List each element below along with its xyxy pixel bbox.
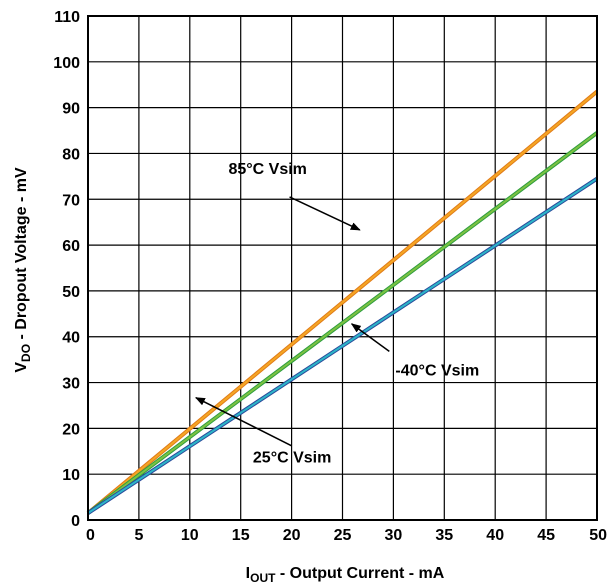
series-lines (86, 90, 599, 515)
series-line (87, 132, 598, 514)
x-axis-label-main: I (246, 565, 250, 582)
annotation-label: -40°C Vsim (395, 363, 479, 380)
y-tick-labels: 0 10 20 30 40 50 60 70 80 90 100 110 (53, 9, 80, 530)
x-tick-label: 15 (232, 527, 250, 544)
y-tick-label: 30 (62, 376, 80, 393)
y-tick-label: 50 (62, 284, 80, 301)
series-line (87, 177, 598, 514)
x-tick-label: 0 (86, 527, 95, 544)
y-tick-label: 110 (54, 9, 80, 26)
y-axis-label-main: V (13, 362, 30, 373)
y-tick-label: 60 (62, 238, 80, 255)
grid-lines (87, 15, 598, 521)
x-axis-label: IOUT - Output Current - mA (246, 565, 445, 583)
x-tick-label: 50 (589, 527, 607, 544)
y-tick-label: 40 (62, 330, 80, 347)
x-tick-label: 45 (537, 527, 555, 544)
annotation-arrow (350, 323, 390, 352)
x-tick-label: 25 (334, 527, 352, 544)
annotation-arrow (289, 196, 361, 231)
series-line (87, 90, 598, 514)
annotation-arrow (195, 396, 292, 447)
y-axis-label: VDO - Dropout Voltage - mV (13, 167, 33, 373)
y-tick-label: 100 (53, 55, 80, 72)
y-tick-label: 0 (71, 513, 80, 530)
plot-frame (87, 15, 598, 521)
annotation-label: 25°C Vsim (253, 450, 331, 467)
x-tick-label: 30 (385, 527, 403, 544)
y-tick-label: 20 (62, 421, 80, 438)
y-axis-label-rest: - Dropout Voltage - mV (13, 167, 30, 344)
y-tick-label: 80 (62, 146, 80, 163)
annotations: 85°C Vsim -40°C Vsim 25°C Vsim (195, 161, 479, 467)
y-axis-label-sub: DO (19, 344, 33, 362)
x-axis-label-sub: OUT (250, 571, 276, 583)
x-tick-label: 5 (134, 527, 143, 544)
x-axis-label-rest: - Output Current - mA (275, 565, 444, 582)
x-tick-label: 35 (435, 527, 453, 544)
x-tick-labels: 0 5 10 15 20 25 30 35 40 45 50 (86, 527, 607, 544)
y-tick-label: 10 (62, 467, 80, 484)
y-tick-label: 90 (62, 101, 80, 118)
annotation-label: 85°C Vsim (228, 161, 306, 178)
x-tick-label: 10 (181, 527, 199, 544)
y-tick-label: 70 (62, 192, 80, 209)
x-tick-label: 40 (486, 527, 504, 544)
x-tick-label: 20 (283, 527, 301, 544)
